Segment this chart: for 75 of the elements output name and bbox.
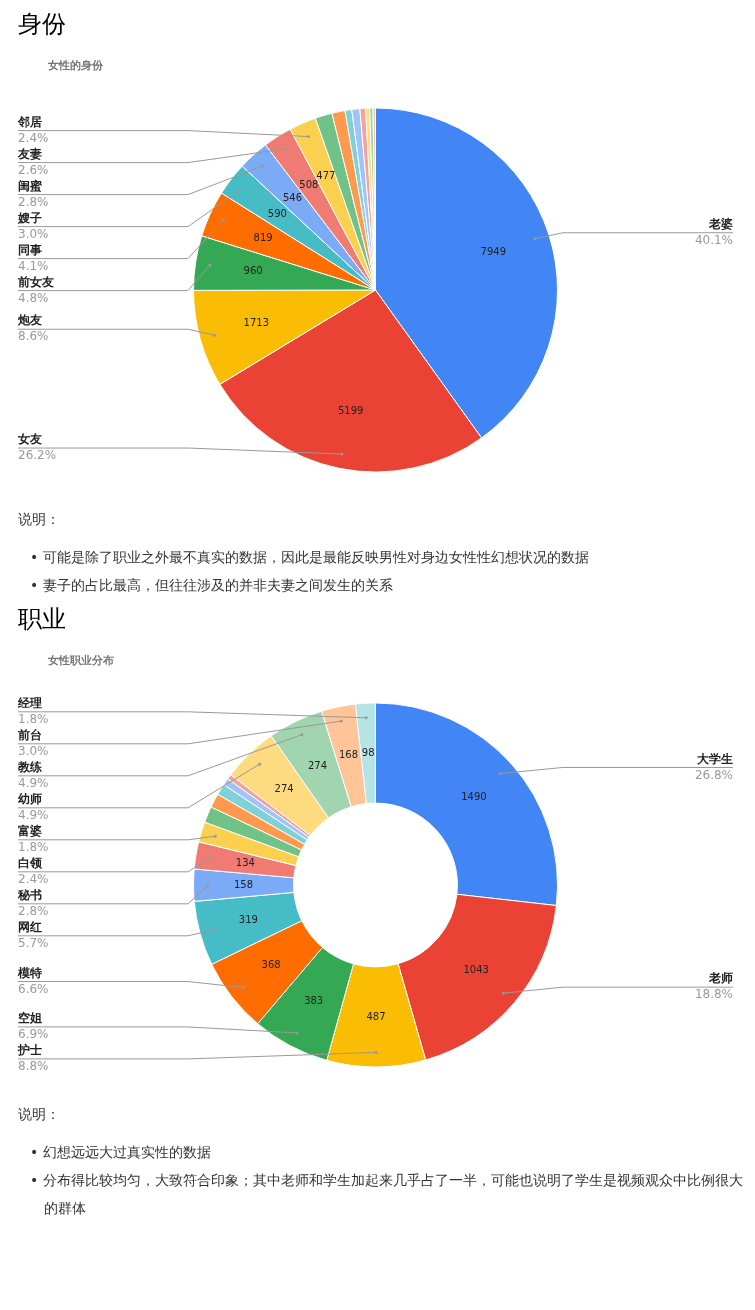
slice-label: 秘书 [17,887,42,902]
text: • 可能是除了职业之外最不真实的数据，因此是最能反映男性对身边女性性幻想状况的数据 [30,548,590,567]
slice-label: 闺蜜 [18,178,43,193]
slice-label: 教练 [17,759,42,774]
chart-title: 职业 [18,604,67,635]
slice-label: 同事 [18,242,42,257]
data-label: 98 [361,746,375,758]
text: 2.4% [18,130,49,145]
slice-label: 白领 [18,855,43,870]
slice-label: 老婆 [708,216,733,231]
text: 2.8% [18,903,49,918]
data-label: 546 [282,191,303,203]
data-label: 274 [274,783,294,795]
slice-label: 幼师 [18,791,42,806]
text: 8.6% [18,329,49,344]
text: 2.4% [18,871,49,886]
text: 1.8% [18,839,49,854]
data-label: 1713 [243,317,270,329]
slice-label: 网红 [18,919,42,934]
text: 4.8% [18,290,49,305]
text: 26.2% [18,448,57,463]
text: 3.0% [18,743,49,758]
slice-label: 女友 [17,432,42,447]
chart-subtitle: 女性的身份 [48,58,104,73]
data-label: 477 [316,170,336,182]
data-label: 274 [307,760,328,772]
text: 18.8% [694,987,733,1002]
slice-label: 空姐 [18,1011,42,1026]
data-label: 168 [339,749,359,761]
text: 说明： [18,1106,61,1124]
text: • 分布得比较均匀，大致符合印象；其中老师和学生加起来几乎占了一半，可能也说明了学生是视频观众中比例很大的群体 [30,1171,744,1218]
text: 1.8% [18,711,49,726]
data-label: 590 [267,208,287,220]
data-label: 158 [234,878,254,890]
chart-title: 身份 [18,9,67,40]
text: 6.9% [18,1027,49,1042]
data-label: 819 [253,231,273,243]
data-label: 383 [304,995,324,1007]
data-label: 1043 [463,963,489,975]
text: 说明： [18,511,61,529]
slice-label: 前台 [17,727,42,742]
data-label: 508 [299,179,319,191]
data-label: 134 [235,857,255,869]
text: 6.6% [18,981,49,996]
data-label: 368 [261,959,281,971]
slice-label: 富婆 [18,823,42,838]
slice-label: 经理 [17,695,42,710]
text: 26.8% [694,767,733,782]
text: 2.6% [18,162,49,177]
slice-label: 前女友 [17,274,54,289]
text: 4.9% [18,775,49,790]
slice-label: 护士 [17,1043,42,1058]
chart-subtitle: 女性职业分布 [48,653,115,668]
data-label: 7949 [480,245,507,257]
text: 5.7% [18,935,49,950]
data-label: 5199 [337,404,364,416]
data-label: 960 [243,265,263,277]
slice-label: 友妻 [17,146,42,161]
data-label: 319 [238,913,258,925]
text: 8.8% [18,1059,49,1074]
text: • 妻子的占比最高，但往往涉及的并非夫妻之间发生的关系 [30,576,394,595]
text: 4.1% [18,258,49,273]
text: 4.9% [18,807,49,822]
data-label: 487 [366,1010,386,1022]
data-label: 1490 [461,790,487,802]
slice-label: 老师 [708,971,733,986]
slice-label: 模特 [17,965,42,980]
text: • 幻想远远大过真实性的数据 [30,1143,212,1162]
slice-label: 邻居 [17,114,42,129]
text: 2.8% [18,194,49,209]
text: 3.0% [18,226,49,241]
text: 40.1% [694,232,733,247]
slice-label: 大学生 [697,751,733,766]
slice-label: 嫂子 [17,210,42,225]
slice-label: 炮友 [17,313,42,328]
